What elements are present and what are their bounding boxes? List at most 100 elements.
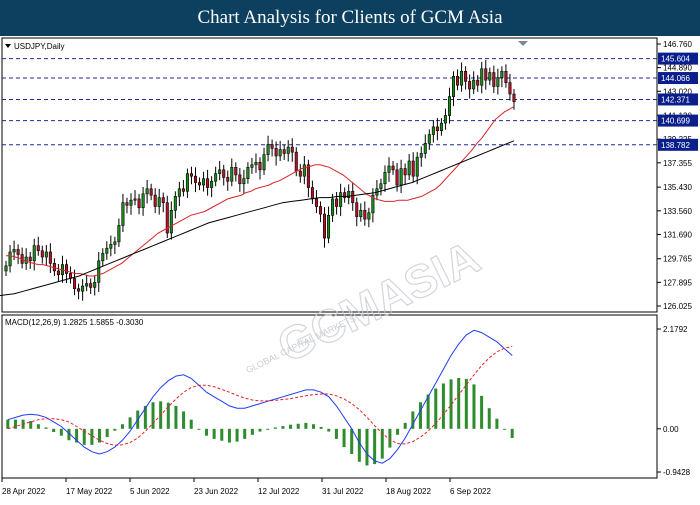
candle-down bbox=[40, 250, 44, 258]
candle-up bbox=[97, 260, 101, 283]
candle-down bbox=[314, 198, 318, 207]
candle-down bbox=[355, 202, 359, 217]
histogram-bar bbox=[120, 424, 124, 429]
chart-svg: GCMASIA GLOBAL CAPITAL MARKETS 146.76014… bbox=[0, 37, 698, 496]
histogram-bar bbox=[434, 388, 438, 429]
histogram-bar bbox=[143, 405, 147, 429]
histogram-bar bbox=[113, 428, 117, 431]
date-axis: 28 Apr 2022 17 May 2022 5 Jun 2022 23 Jun 2… bbox=[1, 478, 491, 496]
candle-down bbox=[290, 146, 294, 153]
candle-down bbox=[165, 202, 169, 234]
histogram-bar bbox=[128, 417, 132, 429]
chart-area: GCMASIA GLOBAL CAPITAL MARKETS 146.760 14… bbox=[0, 36, 700, 500]
candle-up bbox=[447, 96, 451, 116]
candle-up bbox=[113, 241, 117, 245]
histogram-bar bbox=[472, 384, 476, 429]
candle-up bbox=[460, 70, 464, 86]
histogram-bar bbox=[59, 428, 63, 436]
candle-up bbox=[407, 160, 411, 176]
candle-down bbox=[181, 188, 185, 192]
title-banner: Chart Analysis for Clients of GCM Asia bbox=[0, 0, 700, 36]
candle-up bbox=[109, 244, 113, 249]
histogram-bar bbox=[365, 428, 369, 466]
candle-down bbox=[48, 251, 52, 264]
candle-up bbox=[443, 115, 447, 124]
candle-up bbox=[44, 251, 48, 258]
histogram-bar bbox=[29, 421, 33, 429]
candle-down bbox=[56, 270, 60, 276]
histogram-bar bbox=[464, 378, 468, 429]
histogram-bar bbox=[182, 411, 186, 429]
candle-up bbox=[379, 183, 383, 190]
candle-up bbox=[367, 212, 371, 220]
candle-down bbox=[464, 70, 468, 82]
candle-down bbox=[411, 160, 415, 177]
candle-down bbox=[468, 81, 472, 90]
candle-up bbox=[8, 251, 12, 267]
histogram-bar bbox=[457, 377, 461, 429]
histogram-bar bbox=[403, 422, 407, 429]
histogram-bar bbox=[373, 428, 377, 465]
macd-tick-label: -0.9428 bbox=[663, 468, 691, 477]
candle-up bbox=[415, 156, 419, 177]
histogram-bar bbox=[495, 418, 499, 429]
histogram-bar bbox=[105, 428, 109, 438]
candle-down bbox=[198, 182, 202, 186]
price-tick-label: 137.355 bbox=[663, 159, 692, 168]
sr-label-box bbox=[658, 114, 698, 127]
candle-up bbox=[24, 256, 28, 264]
candle-down bbox=[234, 167, 238, 176]
symbol-dropdown-icon[interactable] bbox=[5, 44, 11, 48]
histogram-bar bbox=[327, 428, 331, 432]
sr-label: 140.699 bbox=[661, 117, 690, 126]
candle-up bbox=[327, 215, 331, 239]
candle-up bbox=[286, 146, 290, 154]
candle-up bbox=[85, 283, 89, 287]
histogram-bar bbox=[441, 383, 445, 429]
date-tick-label: 17 May 2022 bbox=[66, 487, 113, 496]
candle-up bbox=[246, 167, 250, 179]
candle-down bbox=[125, 202, 129, 206]
candle-up bbox=[262, 154, 266, 171]
macd-scale: 2.1792 0.00 -0.9428 bbox=[657, 325, 691, 477]
date-tick-label: 18 Aug 2022 bbox=[386, 487, 431, 496]
candle-down bbox=[492, 72, 496, 87]
candle-down bbox=[73, 278, 77, 289]
histogram-bar bbox=[235, 428, 239, 442]
sr-label-box bbox=[658, 93, 698, 106]
histogram-bar bbox=[503, 428, 507, 430]
candle-down bbox=[343, 192, 347, 198]
candle-down bbox=[282, 149, 286, 154]
histogram-bar bbox=[98, 428, 102, 443]
candle-down bbox=[222, 169, 226, 178]
candle-down bbox=[193, 175, 198, 183]
histogram-bar bbox=[319, 426, 323, 429]
histogram-bar bbox=[205, 428, 209, 436]
candle-down bbox=[161, 197, 165, 204]
candle-up bbox=[266, 144, 270, 155]
candle-up bbox=[185, 173, 189, 192]
macd-label: MACD(12,26,9) 1.2825 1.5855 -0.3030 bbox=[5, 318, 144, 327]
candle-up bbox=[339, 192, 343, 207]
candle-down bbox=[89, 283, 93, 288]
candle-up bbox=[177, 188, 181, 197]
candle-down bbox=[206, 178, 210, 188]
candle-up bbox=[133, 198, 137, 201]
candle-up bbox=[157, 197, 161, 207]
histogram-bar bbox=[380, 428, 384, 459]
candle-down bbox=[435, 126, 439, 131]
histogram-bar bbox=[388, 428, 392, 448]
candle-up bbox=[431, 126, 435, 135]
candle-down bbox=[64, 264, 68, 274]
price-tick-label: 135.430 bbox=[663, 183, 692, 192]
sr-label: 142.371 bbox=[661, 95, 690, 104]
candle-up bbox=[32, 245, 36, 262]
histogram-bar bbox=[258, 428, 262, 432]
candle-down bbox=[16, 249, 20, 255]
sma-short-line bbox=[6, 106, 515, 277]
candle-down bbox=[512, 93, 516, 102]
candle-down bbox=[270, 144, 274, 149]
candle-down bbox=[310, 187, 314, 200]
candle-up bbox=[302, 164, 306, 177]
candle-down bbox=[318, 206, 322, 215]
